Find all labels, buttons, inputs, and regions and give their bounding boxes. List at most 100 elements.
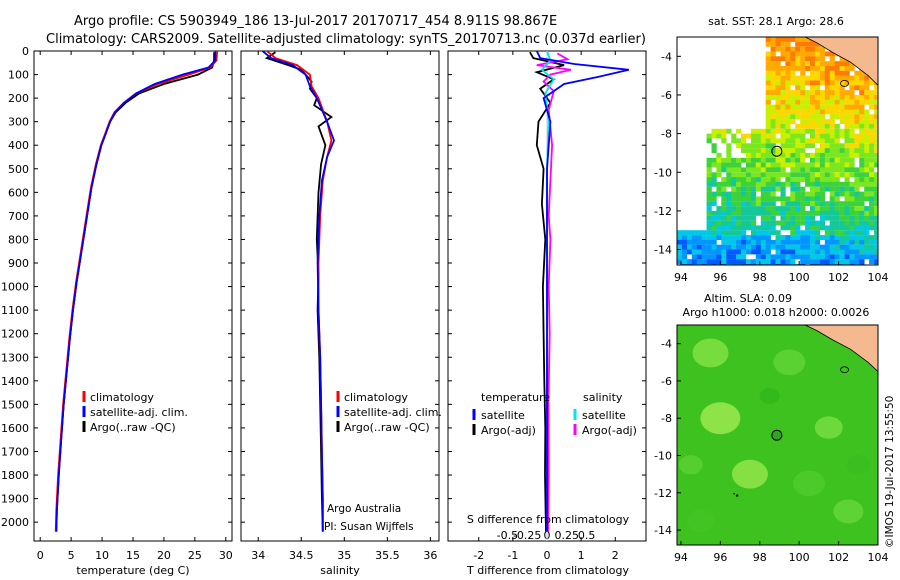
- lat-tick-label: -8: [661, 412, 672, 425]
- sst-cell: [864, 206, 870, 211]
- sst-cell: [780, 239, 786, 245]
- sst-cell: [834, 215, 840, 221]
- sst-cell: [805, 235, 811, 240]
- depth-tick-label: 900: [8, 257, 29, 270]
- sst-cell: [814, 119, 821, 124]
- sst-cell: [834, 85, 840, 91]
- sst-cell: [819, 177, 826, 182]
- sst-cell: [741, 230, 747, 236]
- sst-cell: [849, 99, 855, 105]
- sst-cell: [765, 206, 771, 211]
- sst-cell: [770, 196, 776, 202]
- sst-cell: [869, 259, 875, 265]
- sst-cell: [785, 114, 791, 120]
- sst-cell: [677, 235, 683, 240]
- series-line: [261, 51, 335, 532]
- sst-cell: [824, 162, 830, 168]
- sst-cell: [854, 95, 860, 100]
- sst-cell: [770, 128, 776, 134]
- sst-cell: [854, 206, 860, 211]
- sst-cell: [780, 51, 786, 57]
- sst-cell: [755, 186, 761, 192]
- sst-cell: [775, 70, 781, 76]
- x-tick-label: 1: [578, 549, 585, 562]
- sst-cell: [755, 133, 761, 139]
- sst-cell: [726, 143, 732, 149]
- sst-cell: [849, 95, 855, 100]
- sst-cell: [800, 167, 806, 173]
- sst-cell: [849, 157, 855, 163]
- sla-map-frame: [676, 324, 879, 546]
- sst-cell: [824, 259, 830, 265]
- sst-cell: [711, 157, 717, 163]
- sst-cell: [716, 167, 722, 173]
- lon-tick-label: 100: [789, 271, 810, 284]
- sst-cell: [824, 143, 830, 149]
- sst-cell: [726, 172, 732, 178]
- sst-cell: [800, 143, 806, 149]
- sst-cell: [691, 230, 697, 236]
- sst-cell: [790, 148, 796, 153]
- sst-cell: [839, 157, 845, 163]
- sst-cell: [721, 210, 727, 216]
- sst-cell: [711, 249, 717, 255]
- sst-cell: [795, 152, 801, 158]
- sst-cell: [849, 225, 855, 231]
- sst-cell: [869, 177, 875, 182]
- sst-cell: [859, 90, 865, 95]
- sst-cell: [736, 254, 742, 260]
- sst-cell: [839, 114, 845, 120]
- sst-cell: [859, 85, 865, 91]
- sst-cell: [805, 114, 811, 120]
- sst-cell: [844, 167, 850, 173]
- sst-cell: [864, 220, 870, 226]
- sst-cell: [755, 138, 761, 144]
- sst-cell: [854, 148, 860, 153]
- sst-cell: [839, 230, 845, 236]
- sst-cell: [736, 177, 742, 182]
- sst-cell: [795, 66, 801, 71]
- sst-cell: [859, 162, 865, 168]
- sst-cell: [765, 109, 771, 115]
- sst-cell: [869, 201, 875, 207]
- sst-cell: [800, 157, 806, 163]
- sst-cell: [834, 249, 840, 255]
- sst-cell: [869, 254, 875, 260]
- sst-cell: [711, 230, 717, 236]
- lat-tick-label: -6: [661, 375, 672, 388]
- sst-cell: [805, 239, 811, 245]
- sst-cell: [706, 133, 712, 139]
- sla-argo-marker: [771, 429, 783, 441]
- sst-cell: [864, 128, 870, 134]
- sst-cell: [864, 177, 870, 182]
- sst-cell: [770, 201, 776, 207]
- sst-cell: [775, 104, 781, 110]
- sst-cell: [750, 167, 757, 173]
- sst-cell: [864, 152, 870, 158]
- sst-cell: [795, 249, 801, 255]
- sst-cell: [859, 259, 865, 265]
- sst-cell: [859, 244, 865, 250]
- sst-cell: [755, 152, 761, 158]
- depth-tick-label: 1900: [1, 493, 29, 506]
- imos-caption: ©IMOS 19-Jul-2017 13:55:50: [884, 396, 896, 548]
- sst-cell: [834, 196, 840, 202]
- sst-cell: [814, 138, 821, 144]
- sst-cell: [716, 235, 722, 240]
- sst-cell: [839, 148, 845, 153]
- sst-cell: [750, 138, 757, 144]
- sst-cell: [864, 181, 870, 187]
- sst-cell: [731, 215, 737, 221]
- sst-cell: [824, 249, 830, 255]
- sst-cell: [790, 138, 796, 144]
- sst-cell: [805, 196, 811, 202]
- argo-position-marker: [771, 429, 783, 441]
- sst-cell: [775, 85, 781, 91]
- sst-cell: [819, 70, 826, 76]
- sst-cell: [854, 225, 860, 231]
- sst-cell: [706, 167, 712, 173]
- sst-cell: [854, 80, 860, 86]
- sst-cell: [681, 244, 688, 250]
- sst-cell: [721, 133, 727, 139]
